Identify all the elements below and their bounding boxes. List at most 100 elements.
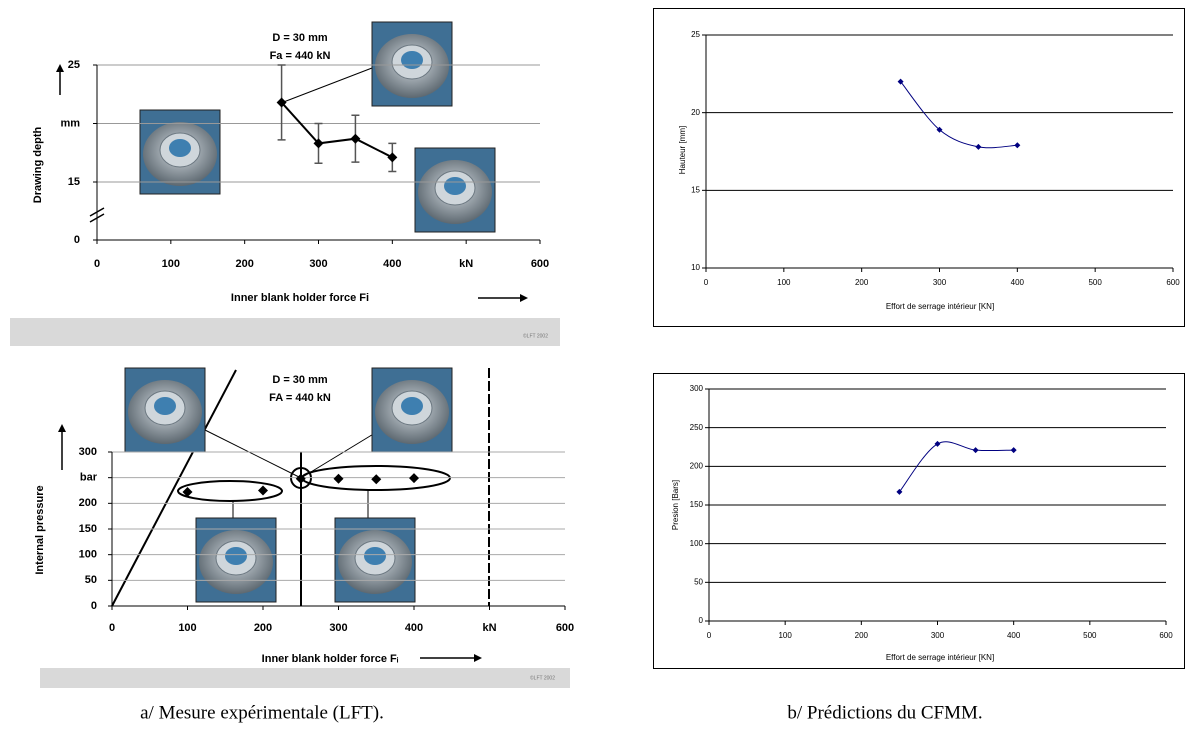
x-tick-label: 400 <box>1011 278 1025 287</box>
photo <box>124 367 206 453</box>
marker <box>972 447 979 454</box>
panel-frame <box>653 8 1185 327</box>
marker <box>350 133 361 144</box>
x-tick-label: 600 <box>1166 278 1180 287</box>
group-ellipse <box>177 480 283 502</box>
series-line <box>899 441 1014 493</box>
x-tick-label: 300 <box>933 278 947 287</box>
y-tick-label: 300 <box>690 384 704 393</box>
y-tick-label: 15 <box>691 185 700 194</box>
panel-band <box>10 318 560 346</box>
callout-line <box>280 67 373 104</box>
x-tick-label: 600 <box>531 258 549 270</box>
y-tick-label: 200 <box>79 497 97 509</box>
annotation: D = 30 mm <box>272 374 328 386</box>
annotation: FA = 440 kN <box>269 392 331 404</box>
x-tick-label: 400 <box>383 258 401 270</box>
y-tick-label: 0 <box>74 234 80 246</box>
x-tick-label: 200 <box>235 258 253 270</box>
x-tick-label: kN <box>459 258 473 270</box>
y-tick-label: 0 <box>91 600 97 612</box>
x-tick-label: 400 <box>1007 631 1021 640</box>
y-tick-label: 200 <box>690 461 704 470</box>
y-tick-label: 15 <box>68 176 80 188</box>
panel-band <box>40 668 570 688</box>
photo <box>414 147 496 233</box>
y-tick-label: mm <box>60 117 80 129</box>
y-tick-label: 10 <box>691 263 700 272</box>
x-tick-label: 100 <box>778 631 792 640</box>
x-tick-label: 200 <box>855 631 869 640</box>
photo <box>195 517 277 603</box>
y-axis-label: Internal pressure <box>34 485 46 574</box>
x-tick-label: 500 <box>1083 631 1097 640</box>
limit-line <box>111 369 237 607</box>
series-line <box>280 101 393 159</box>
caption: a/ Mesure expérimentale (LFT). <box>140 702 384 723</box>
callout-line <box>300 429 381 479</box>
x-tick-label: 400 <box>405 622 423 634</box>
y-axis-label: Presion [Bars] <box>671 480 680 530</box>
marker <box>387 152 398 163</box>
marker <box>897 78 904 85</box>
marker <box>371 474 382 485</box>
x-tick-label: 300 <box>329 622 347 634</box>
x-tick-label: 200 <box>254 622 272 634</box>
x-tick-label: 0 <box>109 622 115 634</box>
y-tick-label: 100 <box>79 549 97 561</box>
marker <box>409 473 419 484</box>
x-axis-label: Inner blank holder force Fi <box>231 292 369 304</box>
photo <box>334 517 416 603</box>
y-tick-label: 250 <box>690 423 704 432</box>
y-tick-label: 150 <box>79 523 97 535</box>
marker <box>896 488 903 495</box>
y-tick-label: bar <box>80 472 98 484</box>
annotation: D = 30 mm <box>272 32 328 44</box>
marker <box>313 138 324 149</box>
caption: b/ Prédictions du CFMM. <box>787 702 982 723</box>
x-axis-label: Inner blank holder force Fᵢ <box>262 653 399 665</box>
callout-line <box>204 429 302 479</box>
marker <box>1014 142 1021 149</box>
x-tick-label: 500 <box>1088 278 1102 287</box>
photo <box>371 367 453 453</box>
marker <box>934 440 941 447</box>
y-axis-label: Drawing depth <box>32 127 44 204</box>
marker <box>333 473 344 484</box>
x-tick-label: kN <box>482 622 496 634</box>
y-tick-label: 100 <box>690 539 704 548</box>
arrow-head <box>56 64 64 72</box>
arrow-head <box>474 654 482 662</box>
x-tick-label: 200 <box>855 278 869 287</box>
photo <box>371 21 453 107</box>
marker <box>276 97 287 108</box>
y-tick-label: 50 <box>694 577 703 586</box>
marker <box>975 143 982 150</box>
y-tick-label: 20 <box>691 108 700 117</box>
annotation: Fa = 440 kN <box>270 50 331 62</box>
x-tick-label: 100 <box>777 278 791 287</box>
x-axis-label: Effort de serrage intérieur [KN] <box>886 302 994 311</box>
x-tick-label: 300 <box>931 631 945 640</box>
arrow-head <box>520 294 528 302</box>
marker <box>1010 447 1017 454</box>
x-tick-label: 600 <box>1159 631 1173 640</box>
x-tick-label: 0 <box>94 258 100 270</box>
x-axis-label: Effort de serrage intérieur [KN] <box>886 653 994 662</box>
panel-frame <box>653 373 1185 669</box>
x-tick-label: 100 <box>178 622 196 634</box>
x-tick-label: 0 <box>707 631 712 640</box>
x-tick-label: 100 <box>162 258 180 270</box>
y-tick-label: 25 <box>68 59 80 71</box>
y-tick-label: 150 <box>690 500 704 509</box>
footnote: ©LFT 2002 <box>523 332 548 339</box>
marker <box>295 473 306 484</box>
x-tick-label: 300 <box>309 258 327 270</box>
marker <box>258 485 268 496</box>
y-tick-label: 25 <box>691 30 700 39</box>
arrow-head <box>58 424 66 432</box>
y-tick-label: 300 <box>79 446 97 458</box>
y-tick-label: 50 <box>85 574 97 586</box>
